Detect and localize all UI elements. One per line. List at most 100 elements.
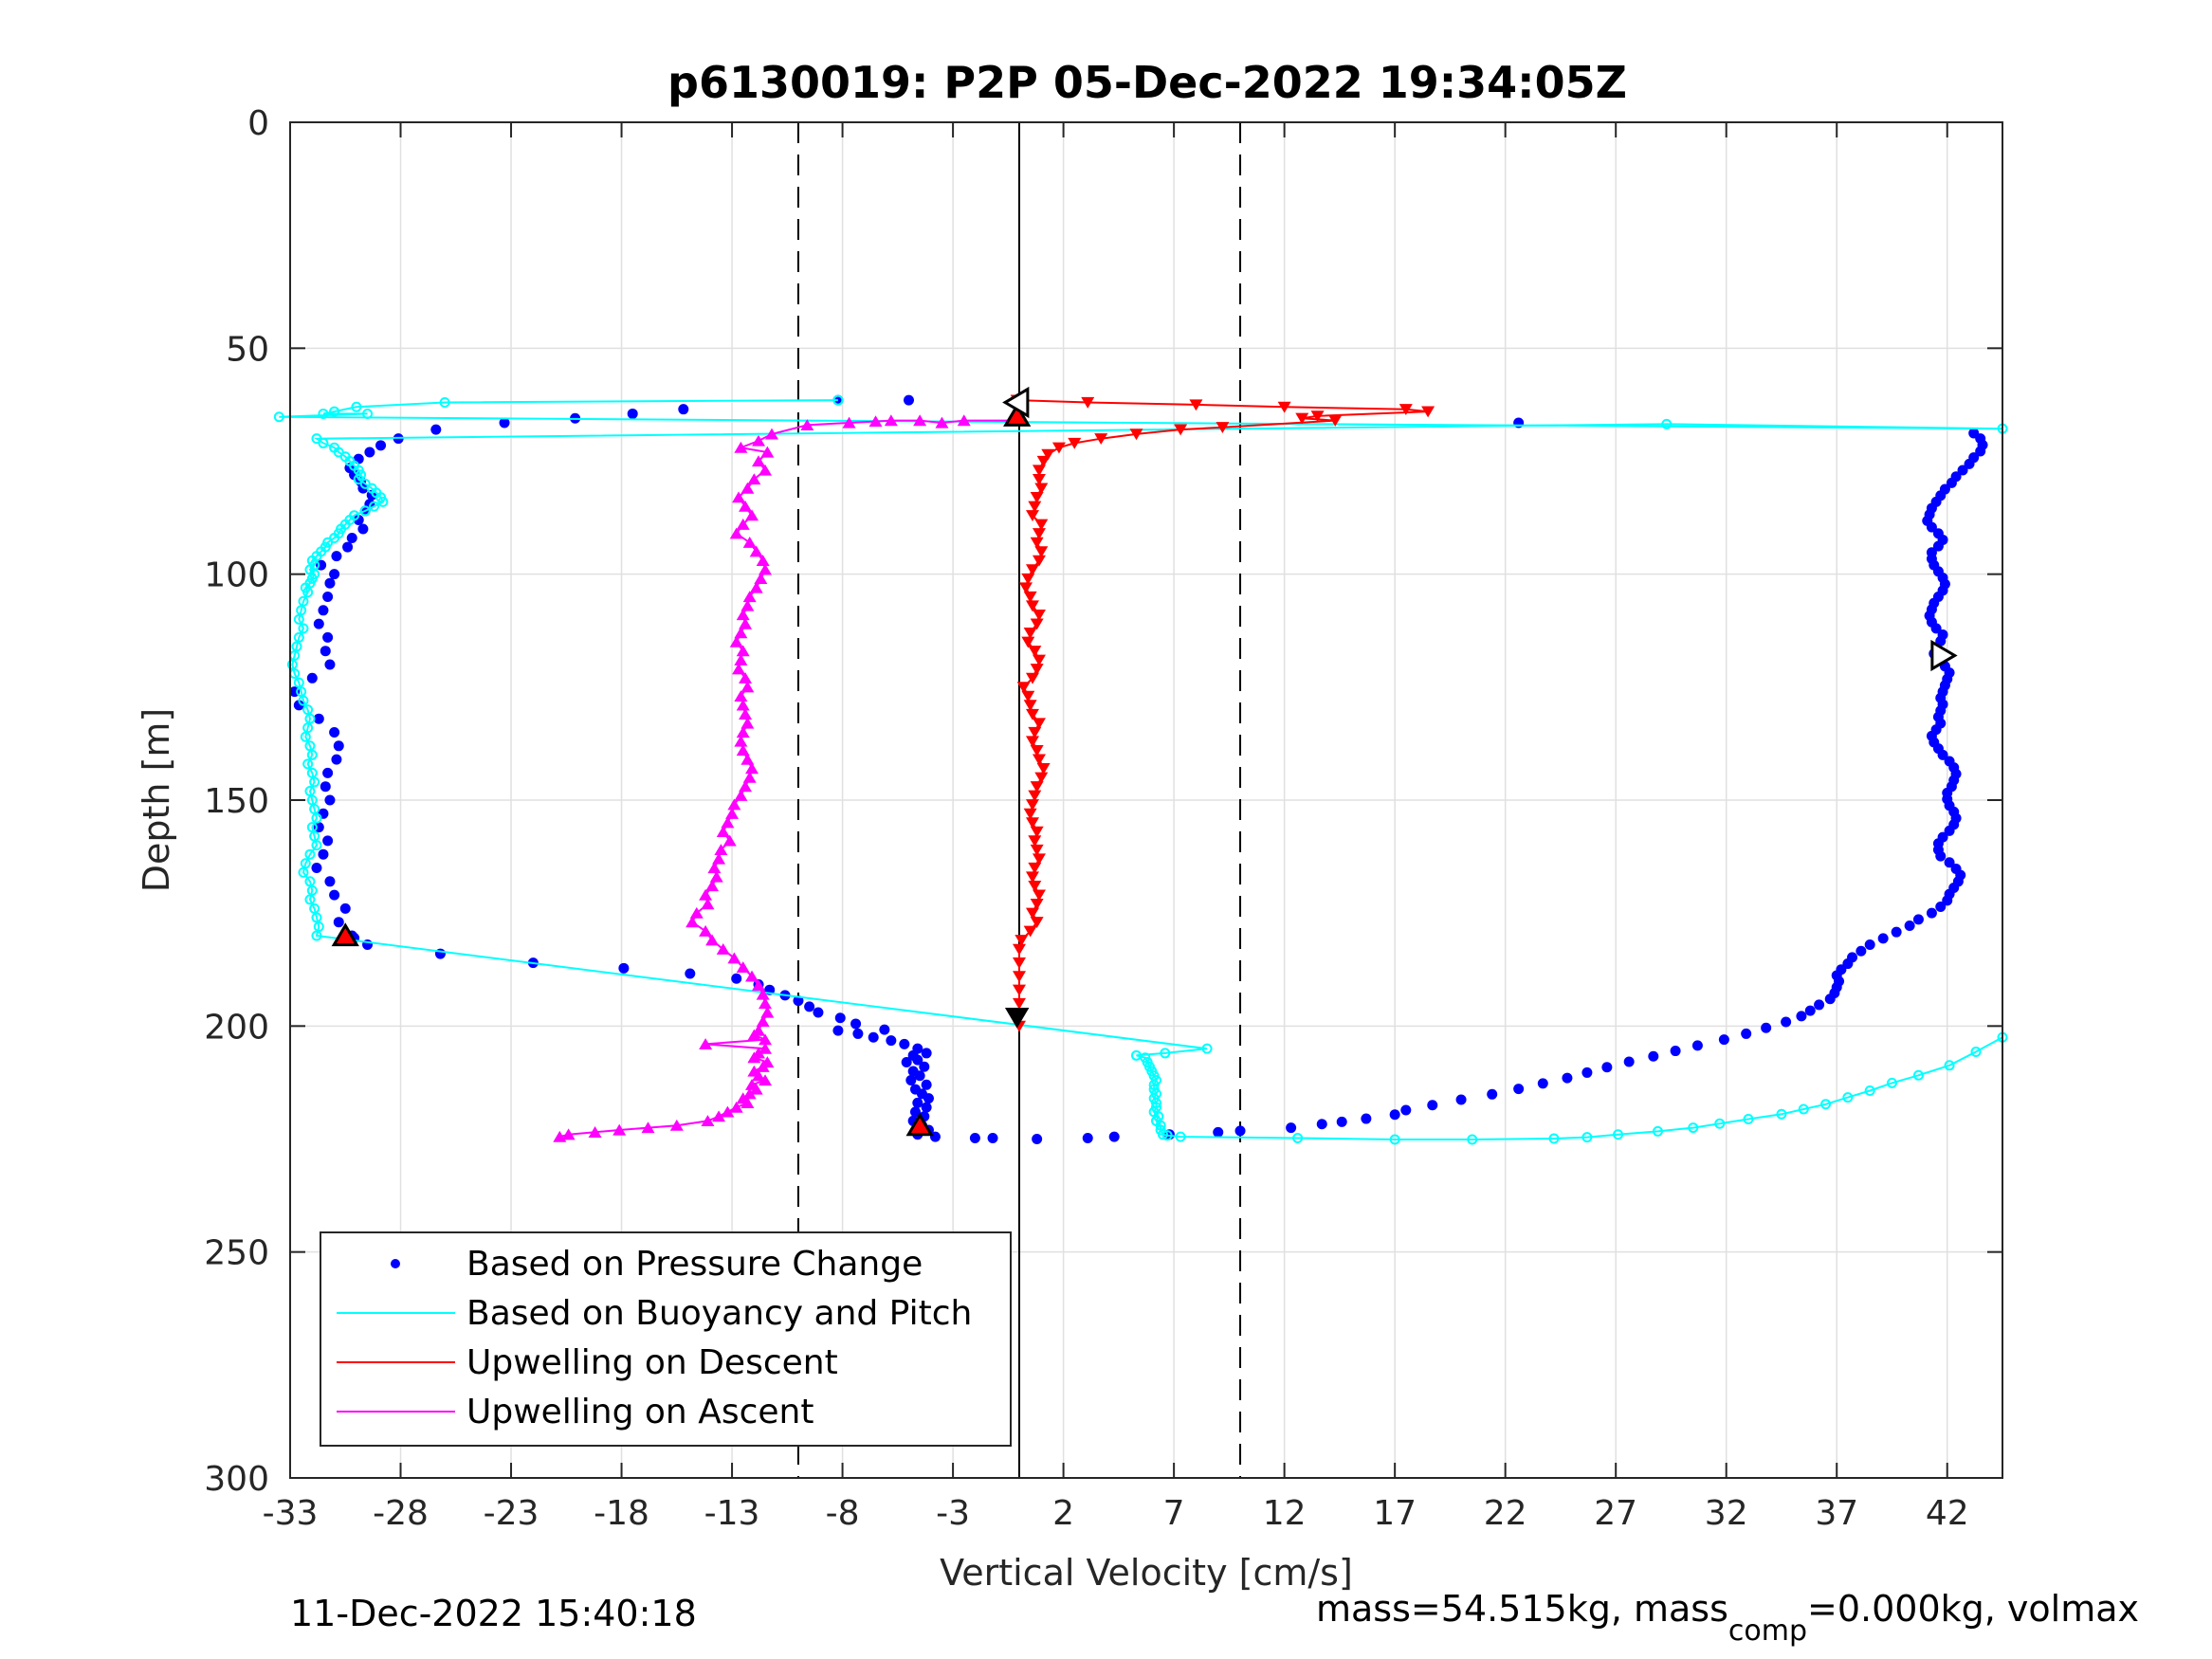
data-point-pressure_change — [331, 551, 342, 562]
y-tick-label: 300 — [204, 1460, 269, 1499]
data-point-buoyancy_pitch — [302, 758, 314, 770]
data-point-upwelling_ascent — [736, 699, 750, 711]
data-point-upwelling_ascent — [765, 428, 779, 440]
data-point-buoyancy_pitch — [329, 406, 340, 417]
legend-label: Based on Pressure Change — [466, 1245, 923, 1284]
x-tick-label: 22 — [1484, 1494, 1527, 1533]
data-point-buoyancy_pitch — [362, 408, 374, 419]
data-point-pressure_change — [905, 1075, 917, 1086]
data-point-buoyancy_pitch — [304, 785, 316, 796]
data-point-pressure_change — [324, 794, 336, 806]
data-point-upwelling_descent — [1030, 781, 1044, 793]
data-point-pressure_change — [1937, 629, 1948, 641]
data-point-upwelling_descent — [1016, 682, 1031, 694]
data-point-upwelling_ascent — [734, 735, 748, 747]
data-point-upwelling_descent — [1023, 628, 1037, 639]
data-point-upwelling_ascent — [745, 509, 759, 521]
data-point-upwelling_ascent — [734, 789, 748, 801]
data-point-pressure_change — [324, 659, 336, 670]
data-point-pressure_change — [375, 440, 387, 451]
data-point-pressure_change — [1537, 1078, 1548, 1089]
data-point-upwelling_ascent — [716, 826, 730, 837]
data-point-upwelling_ascent — [699, 1038, 713, 1049]
data-point-pressure_change — [1939, 483, 1950, 495]
data-point-upwelling_ascent — [725, 808, 740, 819]
data-point-upwelling_descent — [1013, 997, 1027, 1010]
data-point-upwelling_descent — [1028, 835, 1042, 848]
y-tick-label: 200 — [204, 1008, 269, 1047]
data-point-pressure_change — [306, 672, 318, 684]
data-point-upwelling_descent — [1013, 957, 1027, 969]
data-point-upwelling_ascent — [742, 771, 757, 783]
data-point-pressure_change — [1926, 547, 1937, 558]
data-point-upwelling_descent — [1295, 412, 1309, 425]
legend-label: Upwelling on Ascent — [466, 1393, 814, 1431]
data-point-upwelling_ascent — [669, 1119, 684, 1131]
data-point-upwelling_descent — [1034, 519, 1049, 531]
data-point-pressure_change — [331, 754, 342, 765]
y-tick-label: 150 — [204, 782, 269, 821]
legend-label: Based on Buoyancy and Pitch — [466, 1294, 972, 1333]
data-point-buoyancy_pitch — [439, 397, 450, 409]
data-point-upwelling_descent — [1174, 424, 1188, 436]
data-point-buoyancy_pitch — [293, 677, 304, 688]
data-point-upwelling_ascent — [727, 798, 741, 811]
y-tick-label: 100 — [204, 556, 269, 595]
data-point-pressure_change — [353, 453, 364, 465]
data-point-upwelling_ascent — [759, 997, 773, 1010]
x-tick-label: -8 — [826, 1494, 860, 1533]
data-point-buoyancy_pitch — [306, 884, 318, 896]
data-point-upwelling_ascent — [588, 1126, 602, 1138]
data-point-buoyancy_pitch — [313, 921, 324, 932]
data-point-pressure_change — [1670, 1046, 1681, 1057]
data-point-pressure_change — [832, 1025, 844, 1036]
footer-mass-part1: mass=54.515kg, mass — [1316, 1588, 1728, 1630]
data-point-buoyancy_pitch — [1613, 1129, 1624, 1140]
data-point-pressure_change — [324, 577, 336, 589]
data-point-buoyancy_pitch — [304, 848, 316, 860]
data-point-upwelling_ascent — [754, 573, 768, 585]
data-point-pressure_change — [1427, 1100, 1438, 1111]
legend-box — [320, 1231, 1012, 1447]
data-point-upwelling_descent — [1025, 871, 1039, 884]
data-point-upwelling_ascent — [760, 1006, 775, 1018]
data-point-upwelling_ascent — [756, 1060, 770, 1072]
data-point-pressure_change — [1804, 1005, 1816, 1016]
data-point-buoyancy_pitch — [1970, 1047, 1982, 1058]
data-point-pressure_change — [1864, 939, 1875, 951]
data-point-buoyancy_pitch — [1581, 1132, 1593, 1143]
data-point-pressure_change — [914, 1070, 925, 1082]
data-point-upwelling_ascent — [759, 1074, 773, 1086]
data-point-buoyancy_pitch — [1157, 1129, 1168, 1140]
data-point-upwelling_descent — [1025, 600, 1039, 612]
data-point-pressure_change — [1781, 1016, 1792, 1028]
data-point-upwelling_descent — [1032, 754, 1046, 766]
data-point-pressure_change — [357, 523, 369, 535]
apogee-triangle-marker — [1004, 1008, 1030, 1029]
x-tick-label: 2 — [1052, 1494, 1074, 1533]
data-point-buoyancy_pitch — [1548, 1133, 1560, 1144]
data-point-buoyancy_pitch — [306, 794, 318, 806]
data-point-buoyancy_pitch — [309, 902, 320, 914]
data-point-buoyancy_pitch — [300, 858, 311, 869]
data-point-upwelling_descent — [1021, 636, 1035, 648]
data-point-upwelling_ascent — [736, 609, 750, 621]
data-point-buoyancy_pitch — [311, 812, 322, 824]
data-point-upwelling_descent — [1025, 672, 1039, 684]
data-point-buoyancy_pitch — [304, 894, 316, 905]
data-point-buoyancy_pitch — [1912, 1069, 1924, 1081]
y-tick-label: 250 — [204, 1234, 269, 1273]
data-point-pressure_change — [1950, 471, 1962, 483]
data-point-upwelling_ascent — [747, 1051, 761, 1064]
data-point-buoyancy_pitch — [309, 776, 320, 788]
x-tick-label: -33 — [263, 1494, 319, 1533]
data-point-buoyancy_pitch — [306, 767, 318, 778]
data-point-pressure_change — [1234, 1125, 1246, 1137]
data-point-upwelling_descent — [1032, 889, 1046, 902]
x-tick-label: -28 — [373, 1494, 429, 1533]
data-point-upwelling_ascent — [759, 464, 773, 476]
data-point-pressure_change — [1891, 926, 1902, 938]
data-point-pressure_change — [313, 618, 324, 629]
data-point-upwelling_descent — [1021, 573, 1035, 585]
data-point-upwelling_ascent — [714, 844, 728, 856]
